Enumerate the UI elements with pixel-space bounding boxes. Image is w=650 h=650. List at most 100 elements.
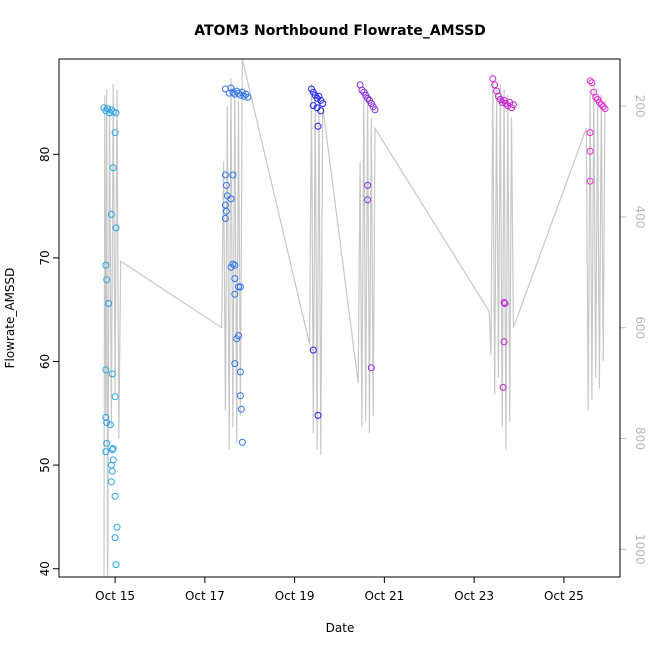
data-point [244, 93, 252, 101]
data-point [500, 338, 508, 346]
data-point [309, 102, 317, 110]
data-point [309, 346, 317, 354]
data-point [222, 207, 230, 215]
data-point [233, 335, 241, 343]
data-point [103, 419, 111, 427]
data-point [103, 439, 111, 447]
secondary-tick-label: 800 [633, 427, 647, 450]
x-tick-label: Oct 17 [185, 589, 225, 603]
data-point [106, 421, 114, 429]
data-point [509, 101, 517, 109]
data-point [236, 392, 244, 400]
data-point [364, 196, 372, 204]
data-point [222, 181, 230, 189]
data-point [319, 100, 327, 107]
x-tick-label: Oct 15 [95, 589, 135, 603]
data-point [221, 215, 229, 222]
data-point [371, 106, 379, 114]
data-point [104, 105, 112, 113]
data-point [501, 300, 509, 307]
data-point [229, 171, 237, 179]
data-point [111, 492, 119, 500]
data-point [112, 109, 120, 117]
data-point [592, 93, 600, 101]
secondary-series-layer [103, 59, 606, 577]
x-axis-label: Date [326, 621, 355, 635]
data-point [238, 438, 246, 446]
data-point [107, 478, 115, 486]
data-point [109, 445, 117, 452]
data-point [221, 171, 229, 179]
data-point [108, 370, 116, 378]
data-point [111, 534, 119, 542]
y-tick-label: 70 [38, 250, 52, 265]
data-point [231, 275, 239, 283]
secondary-tick-label: 200 [633, 95, 647, 118]
data-point [595, 99, 603, 106]
chart-title: ATOM3 Northbound Flowrate_AMSSD [194, 23, 486, 39]
x-tick-label: Oct 21 [364, 589, 404, 603]
data-point [491, 81, 499, 89]
data-point [314, 411, 322, 419]
data-point [500, 299, 508, 306]
data-point [236, 368, 244, 376]
data-point [109, 164, 117, 172]
data-point [599, 103, 607, 111]
x-tick-label: Oct 25 [544, 589, 584, 603]
data-point [108, 467, 116, 475]
y-tick-label: 40 [38, 561, 52, 576]
y-tick-label: 60 [38, 354, 52, 369]
data-point [102, 414, 110, 421]
plot-frame [58, 58, 621, 578]
data-point [102, 261, 110, 269]
data-point [364, 181, 372, 189]
secondary-series-line [103, 59, 606, 577]
data-point [111, 393, 119, 401]
data-point [499, 383, 507, 391]
data-point [108, 446, 116, 454]
secondary-tick-label: 400 [633, 205, 647, 228]
secondary-tick-label: 1000 [633, 534, 647, 565]
x-tick-label: Oct 23 [454, 589, 494, 603]
data-point [315, 92, 323, 100]
data-point [358, 86, 366, 94]
data-point [367, 364, 375, 372]
data-point [235, 89, 242, 97]
data-point [107, 210, 115, 218]
data-point [317, 107, 325, 115]
y-tick-label: 50 [38, 457, 52, 472]
data-point [111, 129, 119, 137]
data-point [586, 147, 594, 155]
data-point [588, 79, 596, 87]
data-point [103, 276, 111, 284]
data-point [105, 300, 113, 307]
data-point [231, 360, 239, 368]
data-point [237, 405, 245, 413]
data-point [586, 77, 594, 85]
data-point [231, 261, 239, 269]
data-point [102, 366, 110, 374]
y-tick-label: 80 [38, 147, 52, 162]
data-point [313, 94, 321, 102]
data-points-layer [100, 75, 609, 569]
data-point [231, 290, 239, 298]
data-point [240, 92, 248, 100]
data-point [227, 263, 235, 271]
data-point [586, 129, 594, 137]
data-point [498, 99, 506, 106]
data-point [364, 94, 372, 102]
data-point [102, 448, 110, 456]
data-point [227, 195, 235, 203]
data-point [601, 105, 609, 113]
data-point [113, 523, 121, 531]
data-point [236, 283, 244, 291]
data-point [235, 283, 242, 291]
y-axis-label: Flowrate_AMSSD [3, 268, 17, 369]
data-point [586, 177, 594, 185]
data-point [112, 224, 120, 232]
data-point [238, 88, 246, 96]
axes-layer: Oct 15 Oct 17 Oct 19 Oct 21 Oct 23 Oct 25 40 50… [38, 95, 647, 603]
